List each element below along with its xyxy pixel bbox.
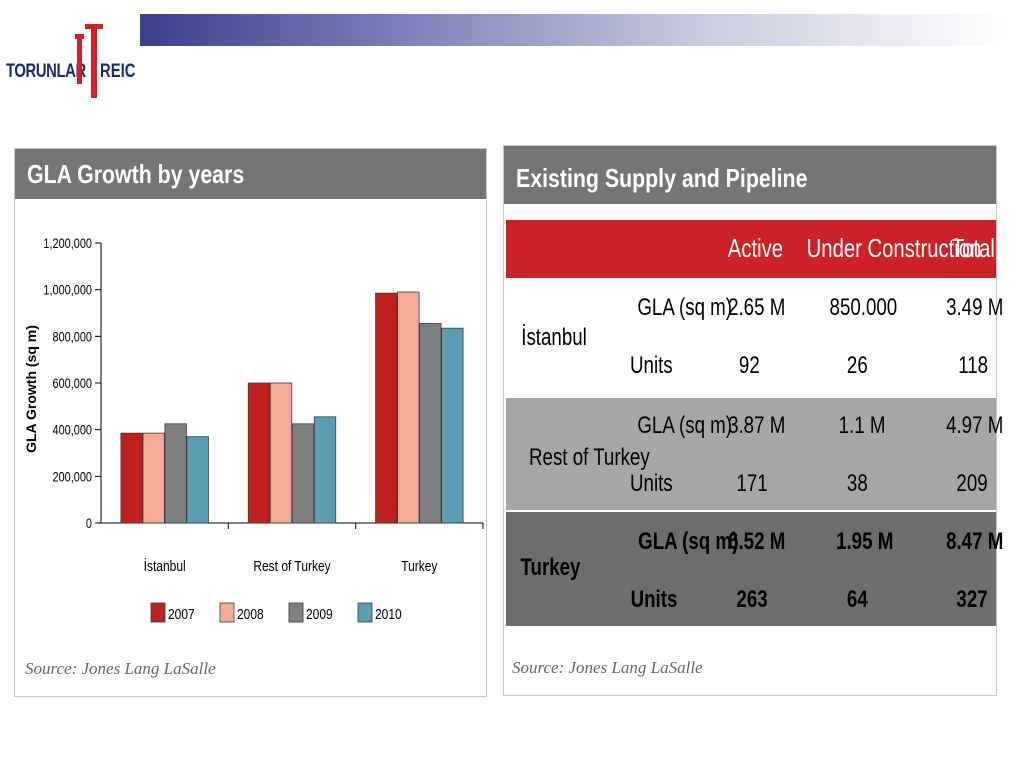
- x-tick-label: Rest of Turkey: [253, 558, 331, 575]
- bar: [247, 382, 271, 524]
- cell-under-construction: 38: [846, 470, 868, 497]
- cell-total: 327: [956, 586, 988, 613]
- bar: [375, 292, 398, 524]
- cell-under-construction: 64: [846, 586, 868, 613]
- logo-text-left: TORUNLAR: [6, 61, 86, 82]
- chart-panel-header: GLA Growth by years: [15, 149, 486, 199]
- table-group-turkey: Turkey GLA (sq m) 6.52 M 1.95 M 8.47 M U…: [506, 512, 1003, 626]
- chart-source: Source: Jones Lang LaSalle: [25, 659, 216, 678]
- metric-label: Units: [630, 586, 678, 613]
- cell-under-construction: 26: [846, 352, 868, 379]
- table-group-istanbul: İstanbul GLA (sq m) 2.65 M 850.000 3.49 …: [506, 280, 1003, 396]
- region-label: İstanbul: [521, 324, 587, 351]
- company-logo: TORUNLAR REIC: [6, 20, 138, 100]
- table-panel-header: Existing Supply and Pipeline: [504, 146, 996, 204]
- col-header-total: Total: [952, 233, 995, 263]
- chart-panel: GLA Growth by years 0 200,000 400,000 600,0…: [14, 148, 487, 697]
- region-label: Rest of Turkey: [529, 444, 650, 471]
- bar: [441, 327, 464, 524]
- bar: [164, 423, 187, 524]
- metric-label: Units: [630, 352, 673, 379]
- legend-swatch: [219, 602, 235, 623]
- logo-text-right: REIC: [100, 61, 136, 82]
- legend-label: 2007: [168, 606, 195, 623]
- legend-swatch: [288, 602, 304, 623]
- y-tick-label: 200,000: [53, 469, 92, 485]
- cell-active: 6.52 M: [728, 528, 786, 555]
- chart-title: GLA Growth by years: [27, 159, 245, 189]
- metric-label: GLA (sq m): [637, 294, 733, 321]
- table-header-row: Active Under Construction Total: [506, 220, 996, 278]
- table-source: Source: Jones Lang LaSalle: [512, 658, 703, 677]
- col-header-active: Active: [727, 233, 784, 263]
- cell-active: 92: [738, 352, 760, 379]
- y-axis-title: GLA Growth (sq m): [23, 325, 39, 453]
- region-label: Turkey: [520, 554, 581, 581]
- cell-under-construction: 1.95 M: [836, 528, 894, 555]
- cell-active: 3.87 M: [728, 412, 786, 439]
- table-title: Existing Supply and Pipeline: [516, 163, 808, 193]
- legend-swatch: [150, 602, 166, 623]
- cell-active: 2.65 M: [728, 294, 786, 321]
- cell-under-construction: 850.000: [829, 294, 898, 321]
- cell-active: 263: [736, 586, 768, 613]
- metric-label: GLA (sq m): [638, 528, 739, 555]
- bar: [269, 382, 293, 524]
- bar: [120, 432, 143, 524]
- cell-total: 4.97 M: [946, 412, 1004, 439]
- cell-total: 209: [956, 470, 988, 497]
- bar: [291, 423, 315, 524]
- header-gradient-band: [140, 14, 1010, 46]
- y-tick-label: 600,000: [53, 376, 92, 392]
- table-group-rest-of-turkey: Rest of Turkey GLA (sq m) 3.87 M 1.1 M 4…: [506, 398, 1003, 510]
- y-tick-label: 1,000,000: [43, 282, 92, 298]
- y-tick-label: 0: [86, 516, 92, 532]
- metric-label: Units: [630, 470, 673, 497]
- y-tick-label: 1,200,000: [43, 236, 92, 252]
- bar: [397, 291, 420, 524]
- col-header-under-construction: Under Construction: [806, 233, 982, 263]
- x-tick-label: Turkey: [401, 558, 437, 575]
- bar: [142, 432, 165, 524]
- cell-total: 118: [958, 352, 989, 379]
- x-tick-label: İstanbul: [144, 558, 186, 575]
- cell-under-construction: 1.1 M: [838, 412, 886, 439]
- cell-total: 8.47 M: [946, 528, 1004, 555]
- bar: [313, 416, 337, 524]
- bar: [419, 323, 442, 524]
- logo-mark-icon: [75, 24, 103, 98]
- cell-active: 171: [736, 470, 768, 497]
- legend-label: 2009: [306, 606, 333, 623]
- bar-chart: 0 200,000 400,000 600,000 800,000 1,000,000 1,…: [23, 236, 484, 623]
- y-tick-label: 400,000: [53, 422, 92, 438]
- legend-swatch: [357, 602, 373, 623]
- metric-label: GLA (sq m): [637, 412, 733, 439]
- y-tick-label: 800,000: [53, 329, 92, 345]
- legend-label: 2010: [375, 606, 402, 623]
- bar: [186, 436, 209, 524]
- cell-total: 3.49 M: [946, 294, 1004, 321]
- legend-label: 2008: [237, 606, 264, 623]
